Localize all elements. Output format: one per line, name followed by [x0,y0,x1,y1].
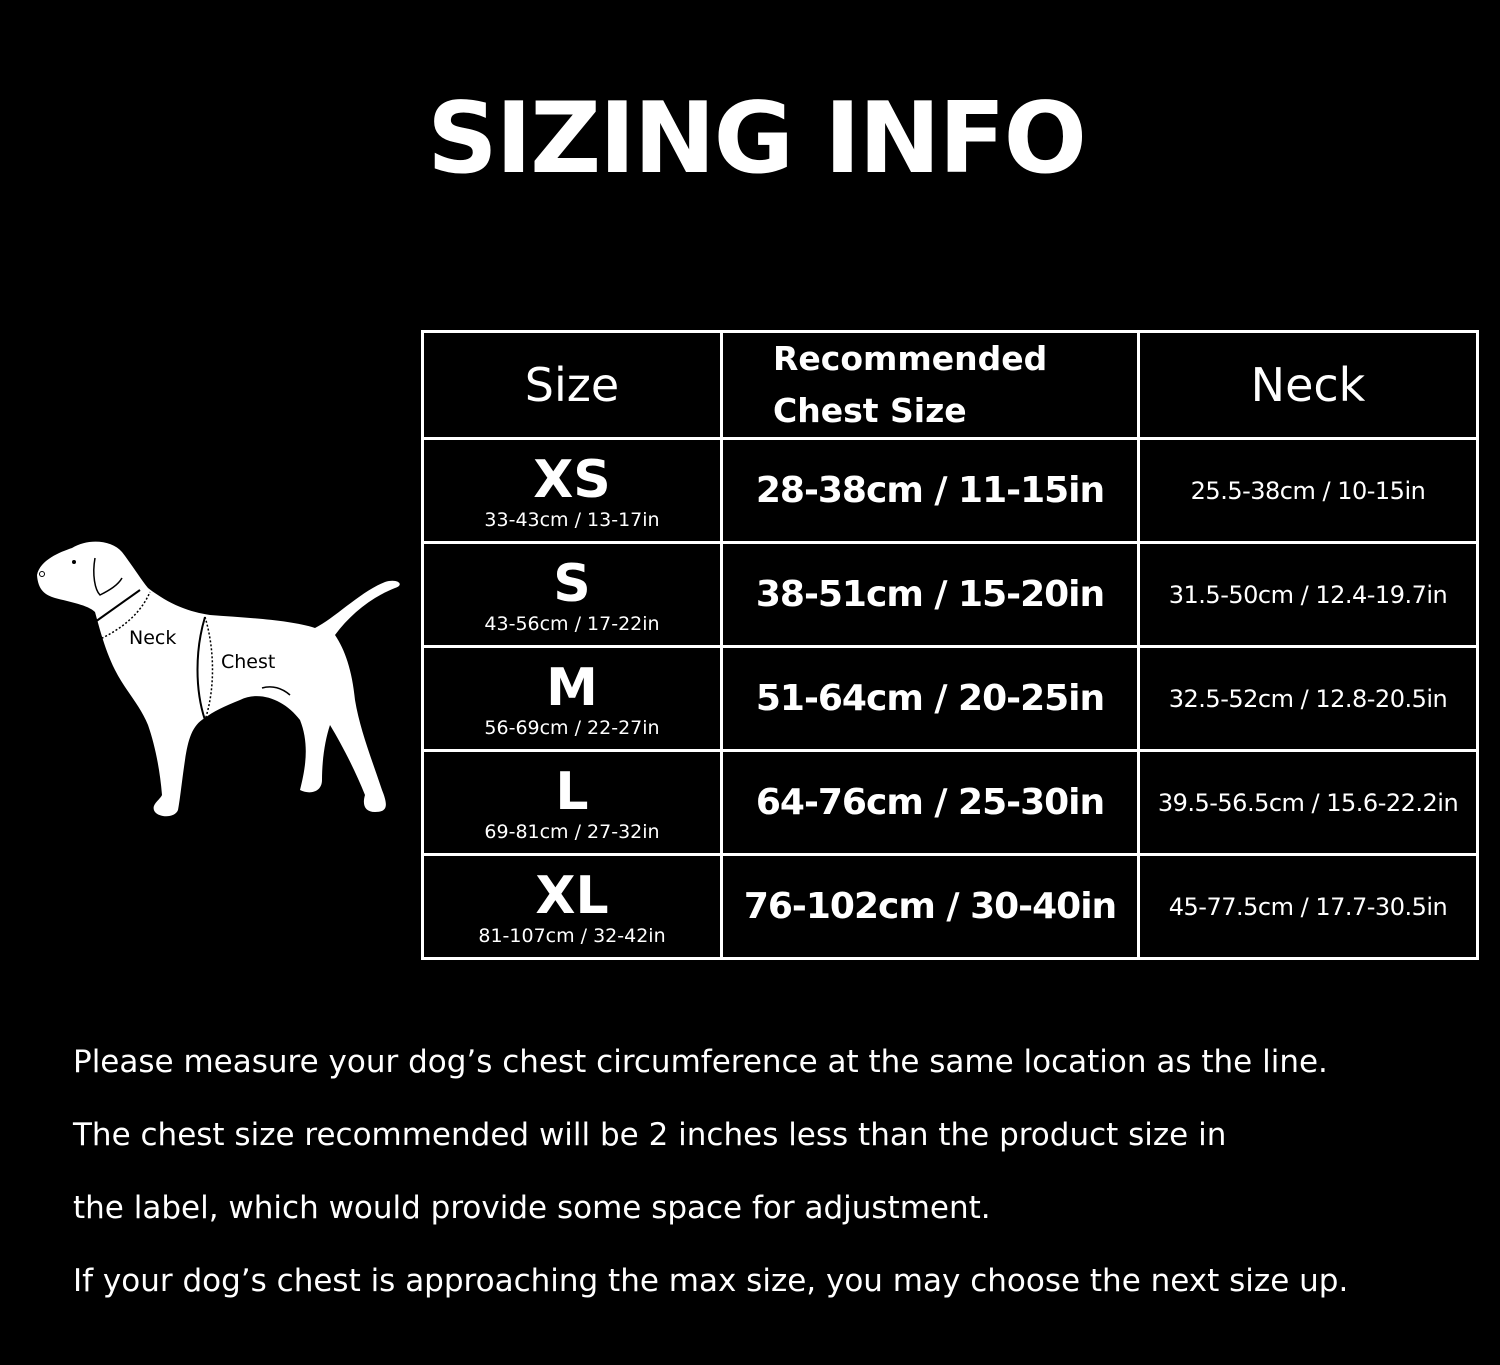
table-row: XS 33-43cm / 13-17in 28-38cm / 11-15in 25… [421,437,1479,544]
neck-label: Neck [129,627,176,649]
size-label: XS [533,449,611,510]
header-size: Size [421,330,723,440]
header-chest-line2: Chest Size [773,391,967,430]
header-chest: Recommended Chest Size [720,330,1140,440]
dog-measurement-diagram: Neck Chest [37,541,400,817]
neck-value: 39.5-56.5cm / 15.6-22.2in [1137,749,1479,856]
size-range: 81-107cm / 32-42in [478,924,666,947]
size-range: 33-43cm / 13-17in [484,508,660,531]
table-row: L 69-81cm / 27-32in 64-76cm / 25-30in 39.… [421,749,1479,856]
neck-value: 31.5-50cm / 12.4-19.7in [1137,541,1479,648]
note-line: the label, which would provide some spac… [73,1190,991,1226]
measurement-notes: Please measure your dog’s chest circumfe… [73,1035,1348,1327]
note-line: Please measure your dog’s chest circumfe… [73,1044,1328,1080]
chest-value: 51-64cm / 20-25in [720,645,1140,752]
dog-silhouette [37,541,400,817]
size-label: XL [535,865,609,926]
chest-value: 64-76cm / 25-30in [720,749,1140,856]
chest-value: 38-51cm / 15-20in [720,541,1140,648]
table-row: XL 81-107cm / 32-42in 76-102cm / 30-40in … [421,853,1479,960]
size-range: 56-69cm / 22-27in [484,716,660,739]
size-range: 69-81cm / 27-32in [484,820,660,843]
size-label: S [553,553,591,614]
chest-value: 28-38cm / 11-15in [720,437,1140,544]
chest-label: Chest [221,651,275,673]
page-title: SIZING INFO [427,82,1087,196]
note-line: If your dog’s chest is approaching the m… [73,1263,1349,1299]
note-line: The chest size recommended will be 2 inc… [73,1117,1227,1153]
table-row: M 56-69cm / 22-27in 51-64cm / 20-25in 32.… [421,645,1479,752]
neck-value: 32.5-52cm / 12.8-20.5in [1137,645,1479,752]
chest-value: 76-102cm / 30-40in [720,853,1140,960]
size-label: M [546,657,598,718]
table-row: S 43-56cm / 17-22in 38-51cm / 15-20in 31.… [421,541,1479,648]
header-neck: Neck [1137,330,1479,440]
sizing-table: Size Recommended Chest Size Neck XS 33-43c… [421,330,1479,960]
neck-value: 25.5-38cm / 10-15in [1137,437,1479,544]
size-range: 43-56cm / 17-22in [484,612,660,635]
neck-value: 45-77.5cm / 17.7-30.5in [1137,853,1479,960]
header-chest-line1: Recommended [773,339,1048,378]
size-label: L [555,761,589,822]
table-header-row: Size Recommended Chest Size Neck [421,330,1479,440]
